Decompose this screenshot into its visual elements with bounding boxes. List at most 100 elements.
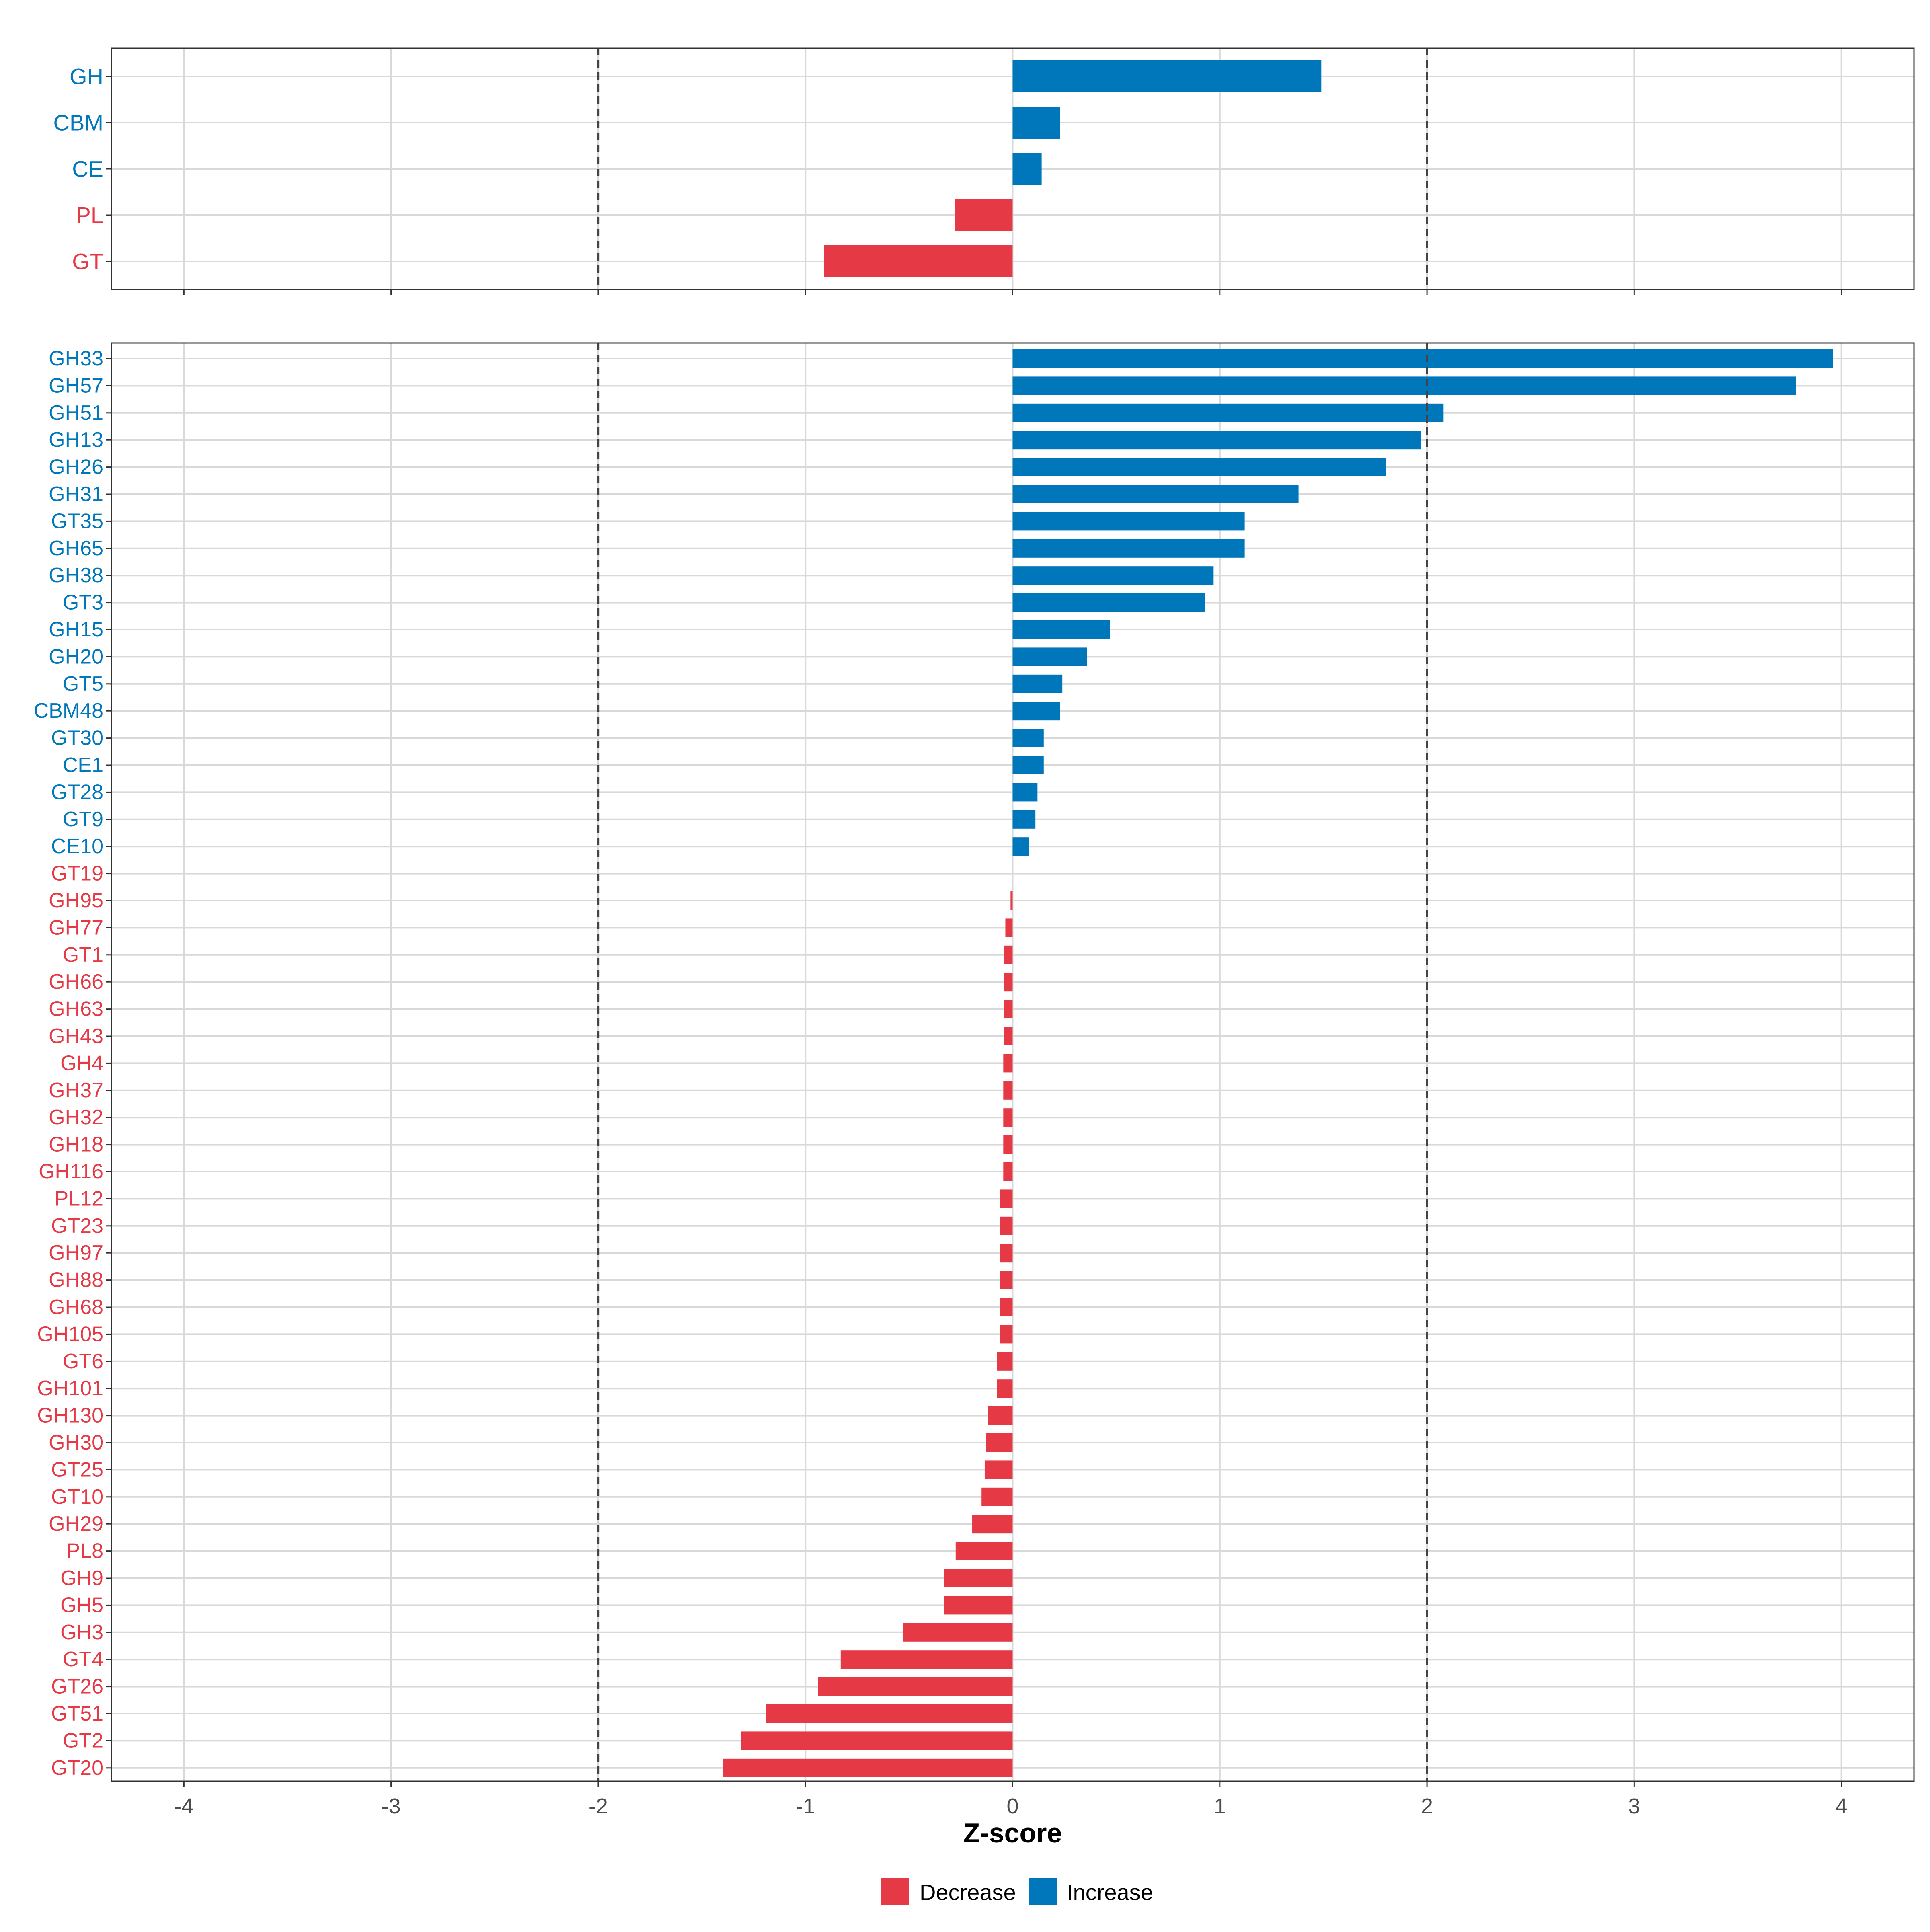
y-tick-label: GT30 <box>51 727 103 750</box>
y-tick-label: GH57 <box>49 374 103 397</box>
bar-gh66 <box>1004 973 1013 992</box>
y-tick-label: GT6 <box>63 1350 103 1373</box>
x-tick-label: 4 <box>1836 1794 1848 1818</box>
bar-gh101 <box>997 1379 1013 1398</box>
bar-gh57 <box>1012 376 1796 395</box>
bar-ce1 <box>1012 756 1044 774</box>
y-tick-label: GH4 <box>60 1051 103 1075</box>
y-tick-label: GT35 <box>51 509 103 533</box>
bar-gh3 <box>903 1623 1013 1642</box>
bar-pl8 <box>955 1542 1013 1560</box>
bar-gt26 <box>818 1677 1013 1696</box>
y-tick-label: CE <box>72 156 103 182</box>
x-tick-label: 2 <box>1421 1794 1433 1818</box>
legend: Decrease Increase <box>881 1878 1153 1905</box>
y-tick-label: GH43 <box>49 1025 103 1048</box>
y-tick-label: PL <box>76 203 104 228</box>
y-tick-label: GH116 <box>39 1160 103 1183</box>
bar-pl12 <box>1000 1189 1013 1208</box>
bar-gh130 <box>988 1406 1013 1425</box>
y-tick-label: GH66 <box>49 970 103 994</box>
bar-gt2 <box>741 1731 1013 1750</box>
y-tick-label: GH20 <box>49 645 103 668</box>
y-tick-label: GT1 <box>63 943 103 967</box>
bar-gh9 <box>944 1569 1013 1587</box>
bar-gh116 <box>1003 1162 1013 1181</box>
y-tick-label: GT23 <box>51 1214 103 1238</box>
y-tick-label: GT5 <box>63 672 103 696</box>
y-tick-label: GH32 <box>49 1106 103 1129</box>
bar-gh <box>1012 60 1322 92</box>
x-tick-label: -1 <box>796 1794 815 1818</box>
bar-gh4 <box>1003 1054 1013 1073</box>
bar-gt10 <box>981 1487 1013 1506</box>
bar-gh15 <box>1012 620 1110 639</box>
y-tick-label: GH51 <box>49 401 103 425</box>
x-tick-label: -4 <box>174 1794 193 1818</box>
x-tick-label: 1 <box>1214 1794 1226 1818</box>
legend-swatch <box>881 1878 909 1905</box>
legend-swatch <box>1029 1878 1057 1905</box>
y-tick-label: PL12 <box>55 1187 103 1210</box>
bar-ce10 <box>1012 837 1029 856</box>
y-tick-label: CBM <box>53 110 103 136</box>
bar-gt6 <box>997 1352 1013 1371</box>
bar-gt20 <box>723 1758 1013 1777</box>
y-tick-label: GT51 <box>51 1702 103 1725</box>
bar-gh26 <box>1012 458 1386 476</box>
bar-ce <box>1012 153 1042 185</box>
x-axis-title: Z-score <box>963 1818 1062 1848</box>
x-tick-label: 0 <box>1006 1794 1018 1818</box>
y-tick-label: GH29 <box>49 1512 103 1536</box>
x-tick-label: 3 <box>1628 1794 1640 1818</box>
bar-gh29 <box>972 1515 1013 1534</box>
y-tick-label: CE1 <box>63 754 103 777</box>
bar-gh97 <box>1000 1244 1013 1263</box>
bar-gh31 <box>1012 485 1299 503</box>
panels: GHCBMCEPLGTGH33GH57GH51GH13GH26GH31GT35G… <box>34 47 1915 1818</box>
y-tick-label: GH105 <box>37 1322 103 1346</box>
x-tick-label: -3 <box>382 1794 401 1818</box>
y-tick-label: GT2 <box>63 1729 103 1752</box>
y-tick-label: GH15 <box>49 618 103 641</box>
legend-item-decrease: Decrease <box>881 1878 1016 1905</box>
bar-gt35 <box>1012 512 1245 531</box>
bar-gh105 <box>1000 1325 1013 1344</box>
bar-gh43 <box>1004 1027 1013 1045</box>
bar-gt5 <box>1012 674 1063 693</box>
bar-gh77 <box>1005 918 1013 937</box>
panel-bottom: GH33GH57GH51GH13GH26GH31GT35GH65GH38GT3G… <box>34 342 1915 1818</box>
bar-gh20 <box>1012 647 1088 666</box>
x-tick-label: -2 <box>589 1794 608 1818</box>
bar-gh18 <box>1003 1135 1013 1154</box>
y-tick-label: GH95 <box>49 889 103 912</box>
bar-gt30 <box>1012 729 1044 747</box>
y-tick-label: GH18 <box>49 1133 103 1156</box>
y-tick-label: GH101 <box>37 1377 103 1400</box>
bar-cbm48 <box>1012 702 1061 721</box>
y-tick-label: CBM48 <box>34 699 103 723</box>
bar-gt28 <box>1012 783 1038 802</box>
bar-pl <box>955 199 1013 231</box>
legend-label: Decrease <box>920 1880 1016 1905</box>
y-tick-label: GH77 <box>49 916 103 939</box>
y-tick-label: GT9 <box>63 808 103 831</box>
y-tick-label: GH31 <box>49 482 103 506</box>
bar-gt <box>824 245 1013 277</box>
bar-gh65 <box>1012 539 1245 558</box>
axis-titles: Z-score <box>963 1818 1062 1848</box>
y-tick-label: GH <box>70 64 103 89</box>
bar-gh32 <box>1003 1108 1013 1127</box>
bar-gh33 <box>1012 349 1834 368</box>
y-tick-label: GH63 <box>49 998 103 1021</box>
bar-gh88 <box>1000 1271 1013 1289</box>
y-tick-label: GH38 <box>49 564 103 587</box>
bar-gh51 <box>1012 403 1444 422</box>
bar-gh13 <box>1012 431 1421 450</box>
y-tick-label: GT26 <box>51 1675 103 1698</box>
bar-gh5 <box>944 1596 1013 1615</box>
bar-gt9 <box>1012 810 1036 829</box>
y-tick-label: GH26 <box>49 456 103 479</box>
y-tick-label: GH97 <box>49 1241 103 1265</box>
